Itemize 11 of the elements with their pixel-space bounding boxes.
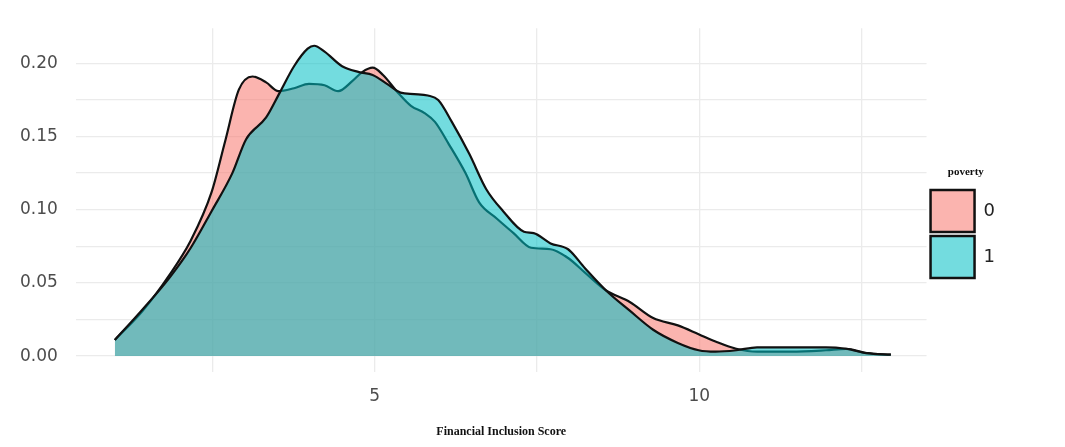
y-tick-label: 0.20: [19, 51, 58, 72]
legend-label: 0: [983, 198, 995, 220]
y-tick-label: 0.00: [19, 344, 58, 365]
y-tick-label: 0.15: [19, 124, 58, 145]
y-tick-label: 0.05: [19, 271, 58, 292]
legend-label: 1: [983, 244, 995, 266]
x-axis-title: Financial Inclusion Score: [436, 423, 567, 438]
y-tick-label: 0.10: [19, 198, 58, 219]
legend-title: poverty: [947, 165, 985, 178]
x-tick-label: 10: [688, 384, 711, 405]
x-tick-label: 5: [369, 384, 380, 405]
